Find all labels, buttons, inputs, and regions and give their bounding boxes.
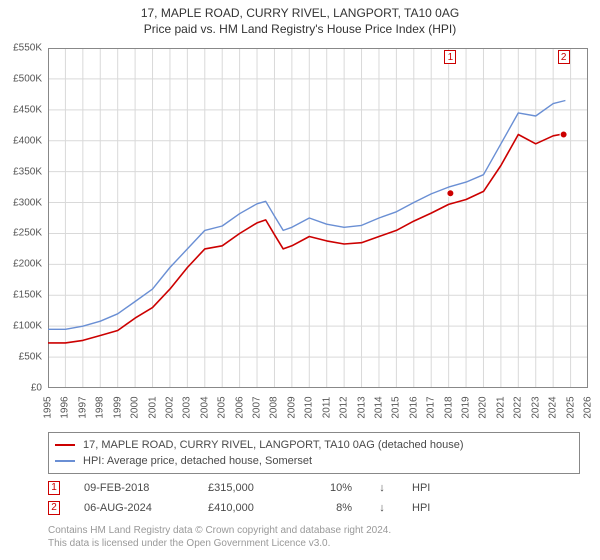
marker-number: 1 xyxy=(51,482,57,493)
x-tick-label: 2005 xyxy=(217,393,228,423)
x-tick-label: 2002 xyxy=(164,393,175,423)
chart-page: 17, MAPLE ROAD, CURRY RIVEL, LANGPORT, T… xyxy=(0,0,600,560)
y-tick-label: £500K xyxy=(13,73,42,84)
marker-number: 2 xyxy=(51,502,57,513)
txn-pct: 8% xyxy=(312,502,352,514)
x-tick-label: 2026 xyxy=(583,393,594,423)
x-tick-label: 2006 xyxy=(234,393,245,423)
legend-box: 17, MAPLE ROAD, CURRY RIVEL, LANGPORT, T… xyxy=(48,432,580,474)
attribution: Contains HM Land Registry data © Crown c… xyxy=(48,524,580,550)
transactions-table: 1 09-FEB-2018 £315,000 10% ↓ HPI 2 06-AU… xyxy=(48,478,580,518)
x-tick-label: 1999 xyxy=(112,393,123,423)
x-tick-label: 2003 xyxy=(182,393,193,423)
chart-subtitle: Price paid vs. HM Land Registry's House … xyxy=(0,22,600,36)
y-tick-label: £550K xyxy=(13,43,42,54)
legend-swatch xyxy=(55,444,75,446)
legend-label: 17, MAPLE ROAD, CURRY RIVEL, LANGPORT, T… xyxy=(83,439,463,451)
marker-icon: 1 xyxy=(48,481,60,495)
x-tick-label: 2001 xyxy=(147,393,158,423)
x-tick-label: 2016 xyxy=(408,393,419,423)
x-tick-label: 2008 xyxy=(269,393,280,423)
y-tick-label: £450K xyxy=(13,104,42,115)
txn-price: £410,000 xyxy=(208,502,288,514)
y-tick-label: £400K xyxy=(13,135,42,146)
x-axis-labels: 1995199619971998199920002001200220032004… xyxy=(48,392,588,420)
x-tick-label: 2009 xyxy=(286,393,297,423)
x-tick-label: 2025 xyxy=(565,393,576,423)
titles: 17, MAPLE ROAD, CURRY RIVEL, LANGPORT, T… xyxy=(0,0,600,36)
attribution-line: This data is licensed under the Open Gov… xyxy=(48,537,580,550)
marker-icon: 2 xyxy=(48,501,60,515)
x-tick-label: 2022 xyxy=(513,393,524,423)
table-row: 2 06-AUG-2024 £410,000 8% ↓ HPI xyxy=(48,498,580,518)
x-tick-label: 2019 xyxy=(461,393,472,423)
legend-swatch xyxy=(55,460,75,462)
legend-label: HPI: Average price, detached house, Some… xyxy=(83,455,312,467)
txn-date: 09-FEB-2018 xyxy=(84,482,184,494)
x-tick-label: 2020 xyxy=(478,393,489,423)
x-tick-label: 2021 xyxy=(495,393,506,423)
x-tick-label: 2013 xyxy=(356,393,367,423)
txn-price: £315,000 xyxy=(208,482,288,494)
legend-row: HPI: Average price, detached house, Some… xyxy=(55,453,573,469)
x-tick-label: 2018 xyxy=(443,393,454,423)
x-tick-label: 1997 xyxy=(77,393,88,423)
plot-svg xyxy=(48,48,588,388)
x-tick-label: 2004 xyxy=(199,393,210,423)
x-tick-label: 1998 xyxy=(95,393,106,423)
y-tick-label: £0 xyxy=(31,383,42,394)
x-tick-label: 2024 xyxy=(548,393,559,423)
y-tick-label: £150K xyxy=(13,290,42,301)
txn-date: 06-AUG-2024 xyxy=(84,502,184,514)
x-tick-label: 2010 xyxy=(304,393,315,423)
x-tick-label: 2015 xyxy=(391,393,402,423)
x-tick-label: 2011 xyxy=(321,393,332,423)
plot-marker: 1 xyxy=(444,50,456,64)
y-tick-label: £200K xyxy=(13,259,42,270)
x-tick-label: 2007 xyxy=(252,393,263,423)
y-tick-label: £300K xyxy=(13,197,42,208)
y-axis-labels: £0£50K£100K£150K£200K£250K£300K£350K£400… xyxy=(0,48,46,388)
y-tick-label: £100K xyxy=(13,321,42,332)
x-tick-label: 1995 xyxy=(43,393,54,423)
x-tick-label: 2023 xyxy=(530,393,541,423)
down-arrow-icon: ↓ xyxy=(376,502,388,514)
legend-row: 17, MAPLE ROAD, CURRY RIVEL, LANGPORT, T… xyxy=(55,437,573,453)
y-tick-label: £50K xyxy=(19,352,42,363)
x-tick-label: 2017 xyxy=(426,393,437,423)
plot-marker: 2 xyxy=(558,50,570,64)
plot-area: 12 xyxy=(48,48,588,388)
y-tick-label: £250K xyxy=(13,228,42,239)
table-row: 1 09-FEB-2018 £315,000 10% ↓ HPI xyxy=(48,478,580,498)
txn-pct: 10% xyxy=(312,482,352,494)
y-tick-label: £350K xyxy=(13,166,42,177)
x-tick-label: 1996 xyxy=(60,393,71,423)
txn-hpi-label: HPI xyxy=(412,482,442,494)
x-tick-label: 2000 xyxy=(130,393,141,423)
chart-title: 17, MAPLE ROAD, CURRY RIVEL, LANGPORT, T… xyxy=(0,6,600,20)
down-arrow-icon: ↓ xyxy=(376,482,388,494)
x-tick-label: 2012 xyxy=(339,393,350,423)
attribution-line: Contains HM Land Registry data © Crown c… xyxy=(48,524,580,537)
x-tick-label: 2014 xyxy=(373,393,384,423)
txn-hpi-label: HPI xyxy=(412,502,442,514)
